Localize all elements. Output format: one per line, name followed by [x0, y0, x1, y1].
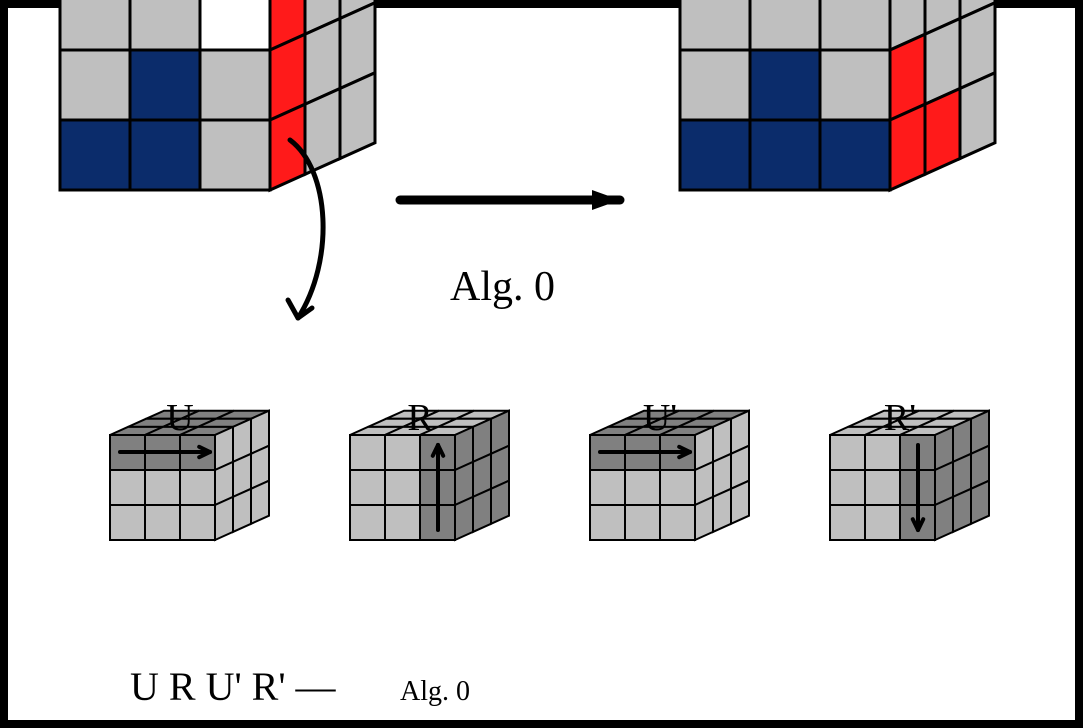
cube-front-cell — [200, 120, 270, 190]
cube-right-cell — [251, 481, 269, 524]
cube-front-cell — [130, 120, 200, 190]
cube-front-cell — [350, 435, 385, 470]
cube-front-cell — [350, 470, 385, 505]
cube-front-cell — [130, 50, 200, 120]
cube-front-cell — [590, 505, 625, 540]
cube-front-cell — [200, 0, 270, 50]
cube-front-cell — [130, 0, 200, 50]
cube-front-cell — [680, 120, 750, 190]
cube-before — [60, 0, 375, 190]
label-formula-suffix: Alg. 0 — [400, 676, 470, 707]
cube-right-cell — [925, 89, 960, 175]
label-formula: U R U' R' — — [130, 664, 337, 709]
cube-front-cell — [350, 505, 385, 540]
cube-front-cell — [180, 470, 215, 505]
cube-front-cell — [750, 0, 820, 50]
cube-front-cell — [385, 470, 420, 505]
cube-front-cell — [660, 505, 695, 540]
cube-front-cell — [385, 505, 420, 540]
move-label: U' — [643, 397, 677, 439]
cube-right-cell — [890, 104, 925, 190]
move-label: R' — [884, 397, 916, 439]
cube-front-cell — [385, 435, 420, 470]
move-label: U — [166, 397, 193, 439]
cube-right-cell — [713, 489, 731, 532]
cube-front-cell — [110, 505, 145, 540]
cube-front-cell — [60, 0, 130, 50]
cube-right-cell — [340, 73, 375, 159]
cube-right-cell — [935, 497, 953, 540]
label-alg0: Alg. 0 — [450, 264, 555, 310]
cube-front-cell — [865, 470, 900, 505]
cube-right-cell — [215, 497, 233, 540]
cube-front-cell — [180, 505, 215, 540]
cube-right-cell — [695, 497, 713, 540]
cube-front-cell — [830, 505, 865, 540]
cube-front-cell — [820, 50, 890, 120]
cube-front-cell — [680, 0, 750, 50]
cube-front-cell — [145, 470, 180, 505]
cube-front-cell — [625, 505, 660, 540]
cube-front-cell — [110, 470, 145, 505]
cube-right-cell — [971, 481, 989, 524]
cube-right-cell — [491, 481, 509, 524]
cube-right-cell — [233, 489, 251, 532]
cube-front-cell — [865, 505, 900, 540]
cube-front-cell — [625, 470, 660, 505]
cube-front-cell — [830, 470, 865, 505]
cube-right-cell — [473, 489, 491, 532]
cube-front-cell — [590, 470, 625, 505]
cube-front-cell — [820, 120, 890, 190]
cube-after — [680, 0, 995, 190]
cube-front-cell — [145, 505, 180, 540]
cube-front-cell — [60, 50, 130, 120]
move-label: R — [407, 397, 433, 439]
cube-front-cell — [680, 50, 750, 120]
cube-front-cell — [865, 435, 900, 470]
cube-right-cell — [731, 481, 749, 524]
cube-front-cell — [830, 435, 865, 470]
diagram-canvas: Alg. 0 U R U' R' — Alg. 0 U R U' R' — [0, 0, 1083, 728]
cube-front-cell — [60, 120, 130, 190]
cube-front-cell — [660, 470, 695, 505]
cube-front-cell — [820, 0, 890, 50]
cube-front-cell — [750, 120, 820, 190]
cube-right-cell — [455, 497, 473, 540]
cube-front-cell — [750, 50, 820, 120]
cube-right-cell — [960, 73, 995, 159]
cube-front-cell — [200, 50, 270, 120]
cube-right-cell — [953, 489, 971, 532]
